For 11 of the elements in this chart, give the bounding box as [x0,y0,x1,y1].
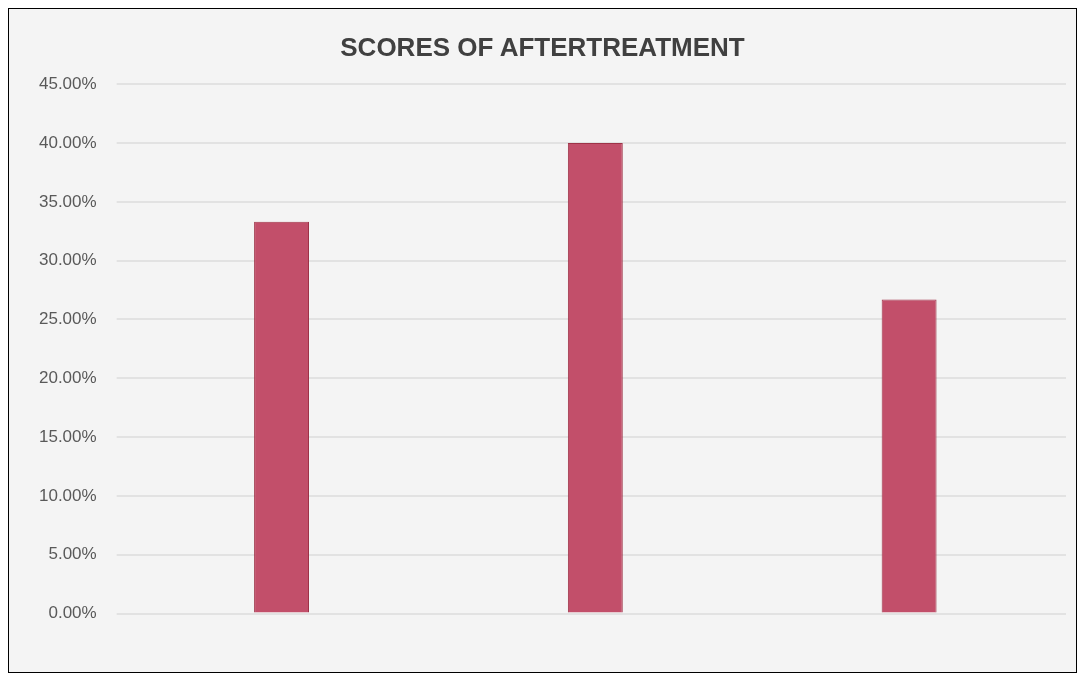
y-tick-label: 0.00% [48,603,97,623]
y-tick-label: 45.00% [38,73,97,93]
y-tick-label: 25.00% [38,309,97,329]
y-tick-label: 15.00% [38,426,97,446]
y-tick-label: 10.00% [38,485,97,505]
y-tick-label: 5.00% [48,544,97,564]
y-tick-label: 35.00% [38,191,97,211]
chart-title: SCORES OF AFTERTREATMENT [340,31,745,62]
y-tick-label: 30.00% [38,250,97,270]
y-tick-label: 40.00% [38,132,97,152]
y-tick-label: 20.00% [38,368,97,387]
